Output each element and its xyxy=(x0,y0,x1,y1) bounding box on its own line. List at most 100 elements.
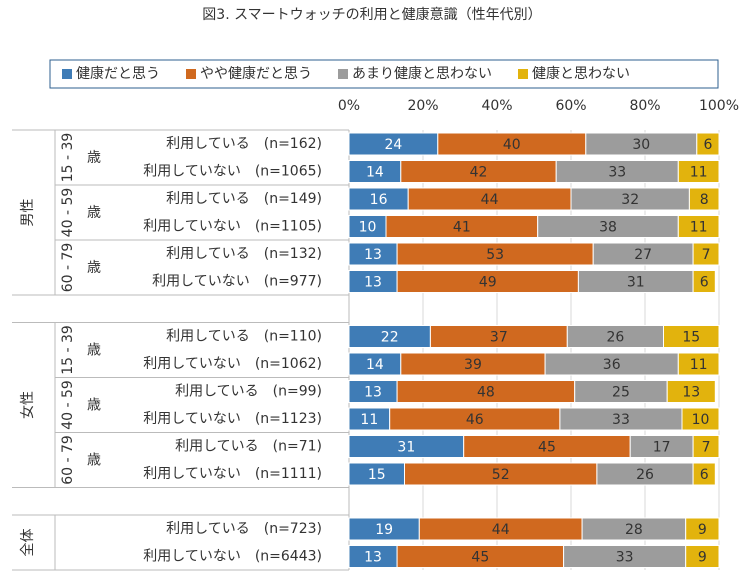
value-label: 39 xyxy=(464,357,482,373)
age-label: 40 - 59 xyxy=(60,188,76,238)
value-label: 26 xyxy=(606,330,624,346)
legend-label: やや健康だと思う xyxy=(200,65,312,82)
value-label: 49 xyxy=(479,275,497,291)
bar-segment xyxy=(692,435,720,458)
bar-segment xyxy=(677,215,720,238)
value-label: 13 xyxy=(364,385,382,401)
age-label: 60 - 79 xyxy=(60,435,76,485)
group-label: 全体 xyxy=(20,529,36,557)
value-label: 13 xyxy=(364,550,382,566)
value-label: 7 xyxy=(702,440,711,456)
row-label: 利用している (n=132) xyxy=(166,246,322,262)
value-label: 9 xyxy=(698,522,707,538)
bar-segment xyxy=(666,380,716,403)
bar-segment xyxy=(681,407,720,431)
value-label: 11 xyxy=(690,357,708,373)
value-label: 25 xyxy=(612,385,630,401)
value-label: 27 xyxy=(634,247,652,263)
value-label: 19 xyxy=(375,522,393,538)
value-label: 28 xyxy=(625,522,643,538)
value-label: 24 xyxy=(384,137,402,153)
row-label: 利用していない (n=1105) xyxy=(143,219,322,235)
bar-segment xyxy=(692,242,720,266)
value-label: 10 xyxy=(692,412,710,428)
row-label: 利用している (n=723) xyxy=(166,521,322,537)
age-unit: 歳 xyxy=(87,260,101,276)
legend-swatch xyxy=(62,69,72,79)
row-label: 利用している (n=162) xyxy=(166,136,322,152)
value-label: 36 xyxy=(603,357,621,373)
x-tick-label: 20% xyxy=(407,98,438,114)
legend-swatch xyxy=(186,69,196,79)
x-tick-label: 100% xyxy=(699,98,739,114)
age-unit: 歳 xyxy=(87,398,101,414)
row-label: 利用している (n=71) xyxy=(175,439,322,455)
x-tick-label: 80% xyxy=(629,98,660,114)
bar-segment xyxy=(688,187,720,211)
bar-segment xyxy=(692,462,716,486)
value-label: 13 xyxy=(682,385,700,401)
row-label: 利用していない (n=977) xyxy=(152,274,322,290)
legend-box xyxy=(49,59,719,89)
value-label: 9 xyxy=(698,550,707,566)
value-label: 14 xyxy=(366,165,384,181)
value-label: 37 xyxy=(490,330,508,346)
chart-title: 図3. スマートウォッチの利用と健康意識（性年代別） xyxy=(202,6,541,23)
value-label: 17 xyxy=(653,440,671,456)
value-label: 41 xyxy=(453,220,471,236)
bar-segment xyxy=(685,545,720,568)
x-tick-label: 0% xyxy=(338,98,360,114)
value-label: 14 xyxy=(366,357,384,373)
value-label: 33 xyxy=(608,165,626,181)
group-label: 男性 xyxy=(20,199,36,227)
age-unit: 歳 xyxy=(87,453,101,469)
bar-segment xyxy=(677,160,720,183)
value-label: 53 xyxy=(486,247,504,263)
age-unit: 歳 xyxy=(87,343,101,359)
value-label: 32 xyxy=(621,192,639,208)
value-label: 16 xyxy=(370,192,388,208)
value-label: 6 xyxy=(703,137,712,153)
value-label: 6 xyxy=(700,467,709,483)
bar-segment xyxy=(663,325,720,348)
bar-segment xyxy=(696,132,720,156)
row-label: 利用している (n=110) xyxy=(166,329,322,345)
value-label: 52 xyxy=(492,467,510,483)
bar-segment xyxy=(692,270,716,293)
value-label: 42 xyxy=(470,165,488,181)
value-label: 8 xyxy=(700,192,709,208)
row-label: 利用していない (n=1065) xyxy=(143,164,322,180)
row-label: 利用していない (n=1111) xyxy=(143,466,322,482)
value-label: 31 xyxy=(627,275,645,291)
value-label: 40 xyxy=(503,137,521,153)
value-label: 38 xyxy=(599,220,617,236)
value-label: 13 xyxy=(364,247,382,263)
value-label: 48 xyxy=(477,385,495,401)
value-label: 15 xyxy=(368,467,386,483)
x-tick-label: 60% xyxy=(555,98,586,114)
value-label: 30 xyxy=(632,137,650,153)
row-label: 利用していない (n=6443) xyxy=(143,549,322,565)
value-label: 22 xyxy=(381,330,399,346)
value-label: 46 xyxy=(466,412,484,428)
age-unit: 歳 xyxy=(87,150,101,166)
value-label: 10 xyxy=(359,220,377,236)
age-unit: 歳 xyxy=(87,205,101,221)
value-label: 11 xyxy=(690,165,708,181)
value-label: 13 xyxy=(364,275,382,291)
value-label: 33 xyxy=(616,550,634,566)
legend-label: 健康だと思う xyxy=(76,65,160,82)
row-label: 利用している (n=99) xyxy=(175,384,322,400)
x-tick-label: 40% xyxy=(481,98,512,114)
legend-swatch xyxy=(518,69,528,79)
bar-segment xyxy=(685,517,720,541)
legend-label: 健康と思わない xyxy=(532,65,630,82)
value-label: 26 xyxy=(636,467,654,483)
bar-segment xyxy=(677,352,720,376)
value-label: 6 xyxy=(700,275,709,291)
value-label: 33 xyxy=(612,412,630,428)
value-label: 11 xyxy=(690,220,708,236)
row-label: 利用していない (n=1062) xyxy=(143,356,322,372)
row-label: 利用している (n=149) xyxy=(166,191,322,207)
value-label: 45 xyxy=(538,440,556,456)
